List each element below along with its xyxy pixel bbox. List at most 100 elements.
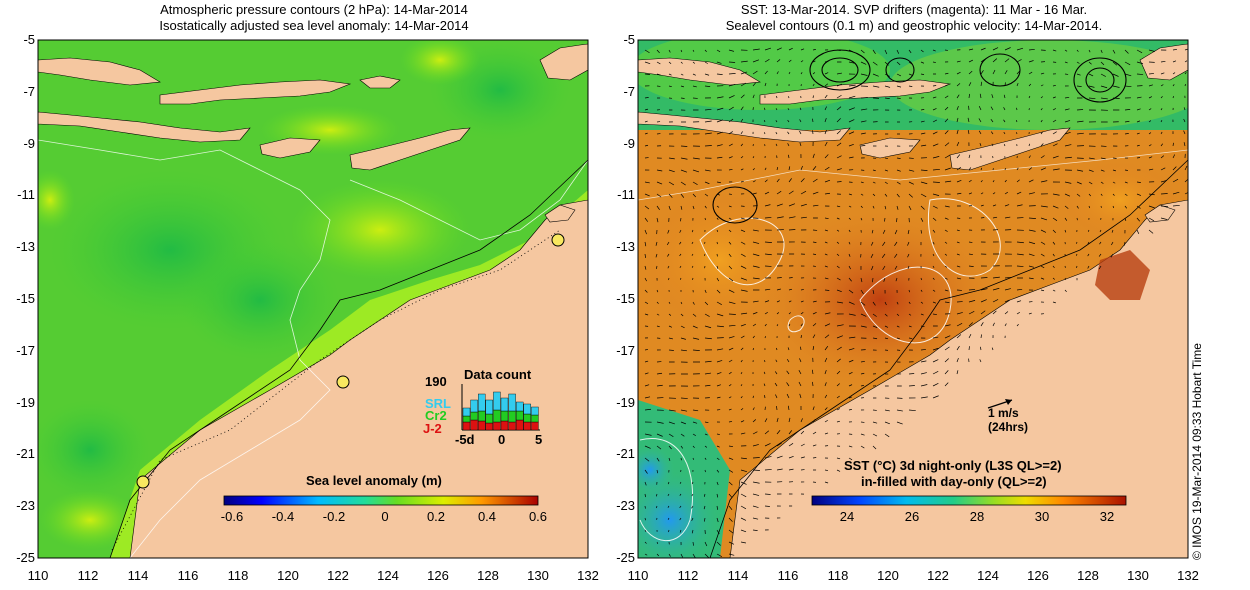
velocity-vector [1088,181,1093,185]
velocity-vector [896,301,899,305]
velocity-vector [824,166,830,171]
velocity-vector [680,277,682,280]
velocity-vector [692,73,696,76]
velocity-vector [1052,253,1055,257]
velocity-vector [884,181,888,185]
velocity-vector [752,469,760,471]
velocity-vector [1136,205,1141,209]
velocity-vector [1183,107,1186,111]
velocity-vector [944,72,949,75]
velocity-vector [680,169,688,173]
velocity-vector [752,70,758,75]
velocity-vector [908,337,913,339]
velocity-vector [680,193,685,198]
velocity-vector [691,517,694,521]
velocity-vector [1064,205,1069,209]
velocity-vector [691,529,694,534]
velocity-vector [740,241,746,245]
velocity-vector [788,166,791,171]
velocity-vector [836,217,840,220]
velocity-vector [920,360,927,363]
velocity-vector [1040,229,1047,233]
velocity-vector [1124,61,1131,66]
velocity-vector [1076,61,1080,64]
velocity-vector [836,358,841,363]
velocity-vector [740,253,746,257]
velocity-vector [956,241,960,244]
velocity-vector [1112,85,1120,88]
velocity-vector [691,241,694,245]
velocity-vector [1052,241,1056,245]
velocity-vector [1016,107,1018,111]
velocity-vector [787,347,790,351]
left-ytick: -9 [23,135,35,151]
velocity-vector [824,179,831,183]
velocity-vector [932,143,939,147]
velocity-vector [907,265,910,270]
right-xtick: 122 [927,568,949,583]
velocity-vector [788,47,793,51]
velocity-vector [1160,193,1168,195]
velocity-vector [788,96,790,99]
velocity-vector [644,445,651,449]
velocity-vector [968,310,975,315]
velocity-vector [668,277,670,281]
velocity-vector [752,59,760,63]
velocity-vector [679,529,682,533]
velocity-vector [716,277,720,282]
velocity-vector [848,336,856,339]
velocity-vector [703,493,706,497]
velocity-vector [932,131,938,135]
velocity-vector [812,431,817,435]
right-xtick: 126 [1027,568,1049,583]
velocity-vector [848,119,855,123]
velocity-vector [776,300,780,303]
velocity-vector [786,382,790,387]
velocity-vector [667,229,670,234]
velocity-vector [764,418,768,423]
velocity-vector [752,300,759,303]
velocity-vector [775,143,778,147]
velocity-vector [752,180,756,183]
velocity-vector [667,481,670,485]
velocity-vector [920,289,923,292]
left-title-line2: Isostatically adjusted sea level anomaly… [159,18,469,33]
velocity-vector [1076,181,1082,185]
sla-colorbar-tick: 0 [381,509,389,524]
velocity-vector [1040,289,1045,292]
velocity-vector [1148,168,1154,171]
velocity-vector [680,421,687,425]
sla-colorbar-tick: 0.2 [426,509,446,524]
velocity-vector [1100,97,1108,100]
velocity-vector [1040,155,1045,159]
series-label-srl: SRL [425,396,451,411]
histogram-bar [523,403,531,415]
velocity-vector [1028,167,1033,171]
velocity-vector [679,493,682,496]
velocity-vector [788,154,790,159]
velocity-vector [920,181,928,185]
velocity-vector [644,384,650,387]
velocity-vector [920,396,928,399]
velocity-vector [992,180,995,183]
velocity-vector [824,94,828,99]
velocity-vector [1160,180,1167,183]
velocity-vector [848,253,851,257]
velocity-vector [944,229,948,232]
velocity-vector [1136,193,1142,196]
velocity-vector [776,47,782,51]
velocity-vector [1028,312,1032,315]
velocity-vector [716,396,721,399]
velocity-vector [728,229,732,233]
velocity-vector [1052,265,1055,269]
velocity-vector [980,288,988,291]
velocity-vector [704,217,706,221]
velocity-vector [644,132,648,135]
velocity-vector [728,61,736,63]
velocity-vector [968,192,973,195]
velocity-vector [944,167,951,171]
velocity-vector [908,49,912,54]
velocity-vector [680,553,683,558]
left-xtick: 130 [527,568,549,583]
velocity-vector [990,118,994,123]
